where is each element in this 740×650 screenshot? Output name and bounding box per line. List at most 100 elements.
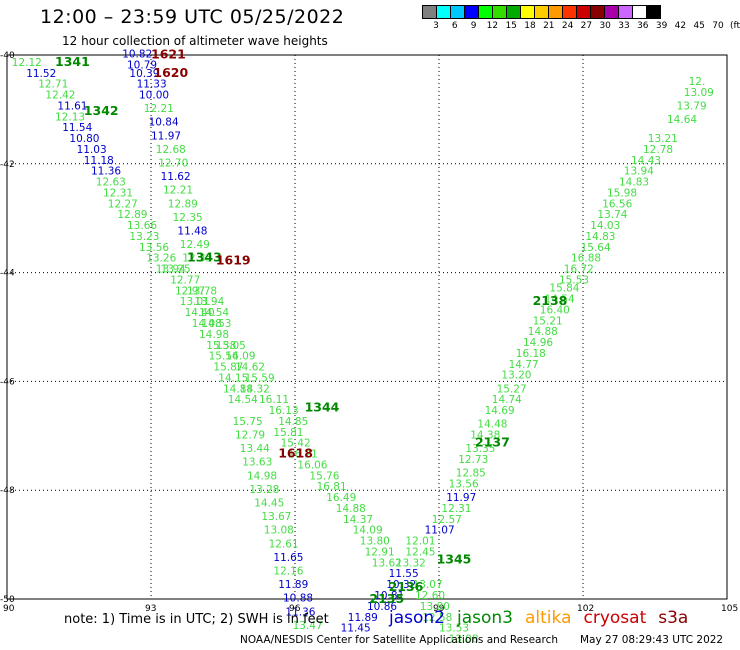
wave-height-value: 10.84	[149, 117, 179, 129]
wave-height-value: 15.87	[213, 362, 243, 374]
lat-tick-label: -44	[0, 269, 15, 279]
wave-height-value: 14.54	[199, 307, 229, 319]
wave-height-value: 15.98	[607, 187, 637, 199]
wave-height-value: 14.54	[228, 394, 258, 406]
wave-height-value: 15.21	[533, 315, 563, 327]
satellite-jason2: jason2	[389, 608, 445, 628]
legend-label: 42	[674, 21, 687, 31]
legend-label: 39	[655, 21, 668, 31]
pass-number-label: 2138	[533, 293, 568, 308]
wave-height-value: 12.13	[55, 111, 85, 123]
wave-height-value: 13.35	[465, 443, 495, 455]
wave-height-value: 14.69	[485, 405, 515, 417]
wave-height-value: 14.53	[201, 318, 231, 330]
wave-height-value: 12.91	[365, 546, 395, 558]
wave-height-value: 14.77	[509, 359, 539, 371]
wave-height-value: 14.15	[218, 372, 248, 384]
legend-label: 36	[637, 21, 649, 31]
wave-height-value: 14.83	[619, 177, 649, 189]
wave-height-value: 14.85	[278, 416, 308, 428]
wave-height-value: 14.32	[240, 383, 270, 395]
wave-height-value: 11.65	[273, 552, 303, 564]
pass-number-label: 2136	[389, 579, 424, 594]
wave-height-value: 15.56	[209, 351, 239, 363]
wave-height-value: 12.31	[103, 187, 133, 199]
wave-height-value: 15.76	[309, 470, 339, 482]
wave-height-value: 12.45	[405, 546, 435, 558]
legend-label: 33	[618, 21, 630, 31]
lon-tick-label: 105	[721, 604, 738, 614]
wave-height-value: 13.32	[396, 557, 426, 569]
wave-height-value: 15.05	[216, 340, 246, 352]
pass-number-label: 1621	[151, 46, 186, 61]
wave-height-value: 12.63	[96, 177, 126, 189]
wave-height-value: 12.60	[415, 590, 445, 602]
wave-height-value: 13.53	[439, 623, 469, 635]
wave-height-value: 12.21	[163, 185, 193, 197]
wave-values: 12.1211.5212.7112.4211.6112.1311.5410.80…	[12, 49, 714, 646]
lat-tick-label: -48	[0, 486, 15, 496]
wave-height-value: 14.98	[247, 470, 277, 482]
legend-label: 24	[561, 21, 574, 31]
legend-swatch	[646, 5, 661, 19]
wave-height-value: 15.75	[233, 416, 263, 428]
wave-height-value: 13.79	[677, 100, 707, 112]
lat-tick-label: -40	[0, 51, 15, 61]
wave-height-value: 15.27	[497, 383, 527, 395]
pass-number-label: 1342	[84, 103, 119, 118]
wave-height-value: 12.12	[12, 57, 42, 69]
wave-height-value: 13.47	[293, 620, 323, 632]
wave-height-value: 11.89	[278, 579, 308, 591]
wave-height-value: 11.36	[285, 606, 315, 618]
wave-height-value: 13.56	[449, 478, 479, 490]
wave-height-value: 11.54	[62, 122, 92, 134]
wave-height-value: 12.01	[405, 536, 435, 548]
wave-height-value: 12.35	[182, 253, 212, 265]
wave-height-value: 13.74	[597, 209, 627, 221]
wave-height-value: 13.28	[249, 484, 279, 496]
map-subtitle: 12 hour collection of altimeter wave hei…	[62, 34, 328, 48]
wave-height-value: 12.89	[168, 198, 198, 210]
wave-height-value: 15.59	[245, 372, 275, 384]
wave-height-value: 11.89	[348, 612, 378, 624]
wave-height-value: 11.45	[341, 623, 371, 635]
wave-height-value: 14.43	[631, 155, 661, 167]
wave-height-value: 12.58	[422, 612, 452, 624]
wave-height-value: 15.38	[206, 340, 236, 352]
map-frame	[6, 54, 728, 600]
lon-tick-label: 99	[433, 604, 445, 614]
wave-height-value: 14.48	[477, 419, 507, 431]
wave-height-value: 16.18	[516, 348, 546, 360]
legend-label: 70	[712, 21, 724, 31]
pass-number-label: 2137	[475, 435, 510, 450]
wave-height-value: 16.49	[326, 492, 356, 504]
wave-height-value: 14.83	[585, 231, 615, 243]
legend-swatches	[422, 5, 661, 19]
wave-height-value: 13.80	[360, 536, 390, 548]
wave-height-value: 11.97	[151, 130, 181, 142]
legend-label: 18	[524, 21, 536, 31]
wave-height-value: 12.85	[456, 468, 486, 480]
wave-height-value: 10.32	[386, 579, 416, 591]
wave-height-value: 10.82	[122, 49, 152, 61]
satellite-altika: altika	[525, 608, 572, 628]
wave-height-value: 13.94	[624, 166, 654, 178]
legend-label: 15	[505, 21, 517, 31]
legend-label: 27	[580, 21, 593, 31]
wave-height-value: 10.80	[69, 133, 99, 145]
satellite-cryosat: cryosat	[583, 608, 647, 628]
wave-height-value: 11.55	[389, 568, 419, 580]
wave-height-value: 14.03	[590, 220, 620, 232]
wave-height-value: 10.79	[127, 60, 157, 72]
pass-number-label: 1620	[153, 65, 188, 80]
wave-height-value: 13.62	[372, 557, 402, 569]
legend-label: 6	[451, 21, 458, 31]
wave-height-value: 13.56	[139, 242, 169, 254]
legend-label: 45	[693, 21, 705, 31]
wave-height-value: 16.06	[297, 459, 327, 471]
lon-tick-label: 102	[577, 604, 594, 614]
wave-height-value: 12.68	[156, 144, 186, 156]
legend-label: 12	[486, 21, 499, 31]
wave-height-value: 14.98	[199, 329, 229, 341]
